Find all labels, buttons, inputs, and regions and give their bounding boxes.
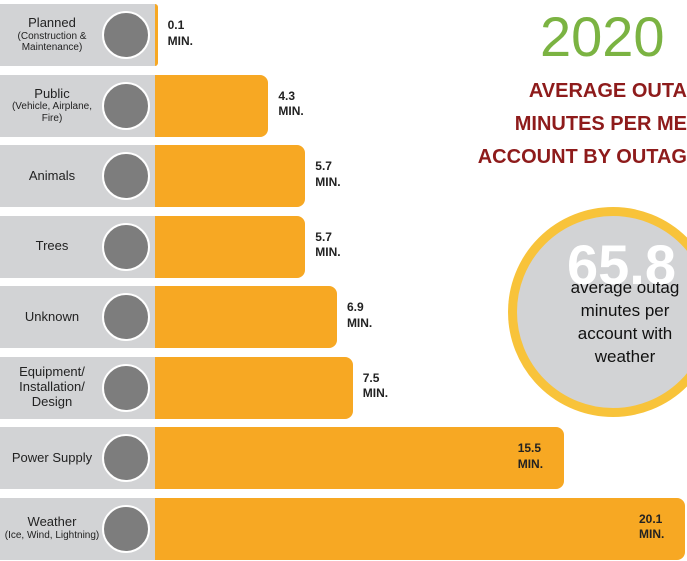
category-label: Public (Vehicle, Airplane, Fire) bbox=[4, 75, 100, 137]
value-label: 15.5 MIN. bbox=[517, 441, 544, 471]
bar bbox=[155, 215, 306, 278]
category-label: Equipment/ Installation/ Design bbox=[4, 357, 100, 419]
category-detail: (Vehicle, Airplane, Fire) bbox=[11, 101, 93, 124]
category-box: Animals bbox=[0, 145, 155, 207]
value-label: 4.3 MIN. bbox=[278, 88, 304, 119]
category-label: Animals bbox=[4, 145, 100, 207]
category-name: Power Supply bbox=[11, 449, 93, 465]
category-box: Public (Vehicle, Airplane, Fire) bbox=[0, 74, 155, 137]
category-detail: (Ice, Wind, Lightning) bbox=[4, 530, 100, 542]
subtitle-line: MINUTES PER ME bbox=[514, 113, 687, 135]
bar bbox=[155, 356, 353, 419]
bar bbox=[155, 4, 158, 66]
highlight-note: minutes per bbox=[580, 301, 670, 320]
category-icon bbox=[102, 152, 150, 200]
value-label: 6.9 MIN. bbox=[346, 300, 373, 330]
category-box: Trees bbox=[0, 215, 155, 278]
category-icon bbox=[102, 81, 150, 130]
subtitle-line: AVERAGE OUTA bbox=[528, 80, 687, 102]
value-label: 5.7 MIN. bbox=[315, 159, 341, 189]
category-label: Weather (Ice, Wind, Lightning) bbox=[4, 498, 100, 560]
category-label: Planned (Construction & Maintenance) bbox=[4, 4, 100, 66]
category-box: Power Supply bbox=[0, 427, 155, 489]
value-label: 7.5 MIN. bbox=[362, 370, 389, 401]
category-box: Weather (Ice, Wind, Lightning) bbox=[0, 497, 155, 560]
highlight-note: account with bbox=[577, 324, 673, 343]
category-icon bbox=[102, 293, 150, 341]
category-box: Equipment/ Installation/ Design bbox=[0, 356, 155, 419]
subtitle-line: ACCOUNT BY OUTAG bbox=[477, 146, 687, 168]
value-label: 20.1 MIN. bbox=[639, 511, 665, 542]
category-label: Trees bbox=[4, 216, 100, 278]
category-icon bbox=[102, 504, 150, 553]
category-box: Planned (Construction & Maintenance) bbox=[0, 4, 155, 66]
bar bbox=[155, 74, 269, 137]
category-label: Power Supply bbox=[4, 427, 100, 489]
highlight-value: 65.8 bbox=[567, 233, 676, 296]
category-icon bbox=[102, 222, 150, 271]
category-box: Unknown bbox=[0, 286, 155, 348]
highlight-circle bbox=[508, 207, 687, 417]
category-name: Weather bbox=[27, 514, 77, 530]
category-name: Trees bbox=[35, 238, 69, 254]
chart-title: 2020 bbox=[540, 5, 665, 68]
category-name: Animals bbox=[28, 167, 76, 183]
bar bbox=[155, 286, 337, 348]
category-name: Unknown bbox=[24, 308, 80, 324]
highlight-note: weather bbox=[594, 347, 656, 366]
category-name: Equipment/ Installation/ Design bbox=[19, 364, 85, 409]
value-label: 0.1 MIN. bbox=[167, 18, 193, 48]
category-label: Unknown bbox=[4, 286, 100, 348]
value-label: 5.7 MIN. bbox=[315, 229, 341, 260]
category-name: Public bbox=[34, 85, 70, 101]
category-icon bbox=[102, 11, 150, 59]
category-detail: (Construction & Maintenance) bbox=[17, 30, 87, 54]
category-name: Planned bbox=[28, 15, 76, 31]
category-icon bbox=[102, 434, 150, 482]
bar bbox=[155, 427, 564, 489]
category-icon bbox=[102, 363, 150, 412]
bar bbox=[155, 145, 306, 207]
bar bbox=[155, 497, 685, 560]
highlight-note: average outag bbox=[570, 278, 680, 297]
